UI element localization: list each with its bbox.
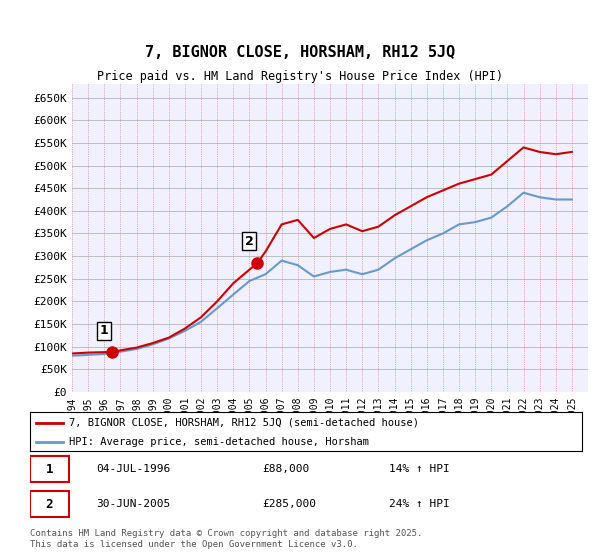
Text: 2: 2	[245, 235, 253, 248]
Text: 7, BIGNOR CLOSE, HORSHAM, RH12 5JQ: 7, BIGNOR CLOSE, HORSHAM, RH12 5JQ	[145, 45, 455, 60]
Text: HPI: Average price, semi-detached house, Horsham: HPI: Average price, semi-detached house,…	[68, 437, 368, 447]
Text: 30-JUN-2005: 30-JUN-2005	[96, 500, 170, 510]
Text: £88,000: £88,000	[262, 464, 309, 474]
Text: 1: 1	[46, 463, 53, 476]
Text: 2: 2	[46, 498, 53, 511]
Text: 24% ↑ HPI: 24% ↑ HPI	[389, 500, 449, 510]
Text: 14% ↑ HPI: 14% ↑ HPI	[389, 464, 449, 474]
Text: Price paid vs. HM Land Registry's House Price Index (HPI): Price paid vs. HM Land Registry's House …	[97, 70, 503, 83]
Text: 1: 1	[100, 324, 108, 337]
FancyBboxPatch shape	[30, 492, 68, 517]
Text: Contains HM Land Registry data © Crown copyright and database right 2025.
This d: Contains HM Land Registry data © Crown c…	[30, 529, 422, 549]
Text: 04-JUL-1996: 04-JUL-1996	[96, 464, 170, 474]
Text: £285,000: £285,000	[262, 500, 316, 510]
Text: 7, BIGNOR CLOSE, HORSHAM, RH12 5JQ (semi-detached house): 7, BIGNOR CLOSE, HORSHAM, RH12 5JQ (semi…	[68, 418, 419, 428]
FancyBboxPatch shape	[30, 456, 68, 482]
